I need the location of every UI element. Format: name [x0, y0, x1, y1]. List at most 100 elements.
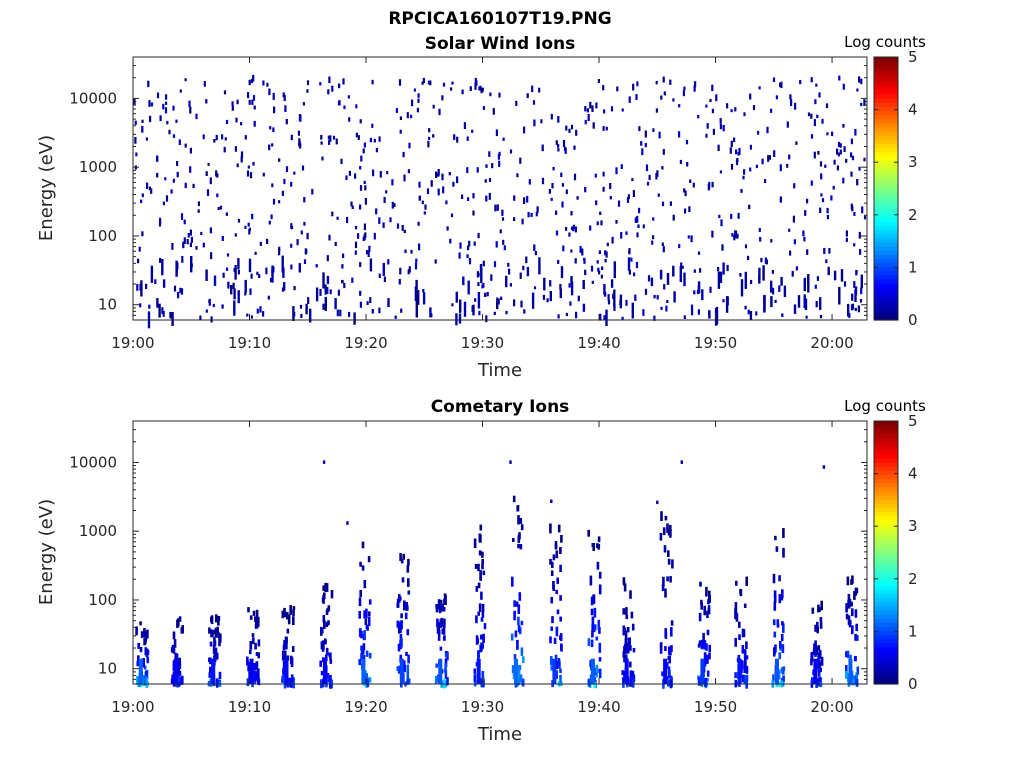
- spectrogram-pixel: [519, 674, 523, 683]
- spectrogram-pixel: [257, 639, 261, 647]
- spectrogram-pixel: [456, 136, 459, 143]
- spectrogram-pixel: [141, 119, 144, 123]
- spectrogram-pixel: [407, 269, 410, 275]
- spectrogram-pixel: [219, 637, 222, 643]
- spectrogram-pixel: [683, 188, 686, 193]
- spectrogram-pixel: [860, 78, 863, 85]
- spectrogram-pixel: [171, 312, 174, 326]
- spectrogram-pixel: [551, 183, 554, 189]
- spectrogram-pixel: [549, 280, 552, 287]
- spectrogram-pixel: [596, 221, 599, 226]
- spectrogram-pixel: [458, 252, 461, 259]
- spectrogram-pixel: [453, 134, 456, 140]
- spectrogram-pixel: [502, 137, 505, 141]
- spectrogram-pixel: [693, 290, 696, 295]
- spectrogram-pixel: [367, 250, 370, 257]
- spectrogram-pixel: [818, 649, 822, 658]
- spectrogram-pixel: [744, 271, 747, 289]
- spectrogram-pixel: [407, 590, 411, 595]
- spectrogram-pixel: [365, 608, 368, 619]
- spectrogram-pixel: [184, 143, 187, 148]
- spectrogram-pixel: [657, 193, 660, 197]
- spectrogram-pixel: [328, 140, 331, 145]
- spectrogram-pixel: [610, 279, 614, 288]
- spectrogram-pixel: [672, 265, 675, 277]
- spectrogram-pixel: [179, 89, 182, 93]
- x-tick-label: 19:50: [694, 334, 737, 352]
- spectrogram-pixel: [212, 644, 216, 655]
- spectrogram-pixel: [479, 570, 482, 580]
- spectrogram-pixel: [589, 101, 592, 109]
- spectrogram-pixel: [398, 278, 401, 285]
- colorbar-segment: [874, 77, 898, 83]
- spectrogram-pixel: [706, 654, 709, 664]
- spectrogram-pixel: [451, 303, 454, 307]
- colorbar-segment: [874, 577, 898, 582]
- colorbar-segment: [874, 126, 898, 132]
- spectrogram-pixel: [705, 104, 708, 108]
- spectrogram-pixel: [813, 119, 816, 127]
- spectrogram-pixel: [830, 195, 833, 201]
- spectrogram-pixel: [327, 620, 330, 626]
- spectrogram-pixel: [560, 266, 564, 279]
- spectrogram-pixel: [443, 618, 446, 628]
- spectrogram-pixel: [853, 591, 856, 600]
- spectrogram-pixel: [632, 190, 635, 197]
- spectrogram-pixel: [722, 262, 725, 275]
- colorbar-segment: [874, 299, 898, 305]
- spectrogram-pixel: [854, 289, 857, 302]
- spectrogram-pixel: [407, 169, 410, 174]
- colorbar-segment: [874, 180, 898, 185]
- spectrogram-pixel: [855, 679, 859, 687]
- spectrogram-pixel: [712, 128, 715, 135]
- spectrogram-pixel: [854, 286, 858, 296]
- spectrogram-pixel: [304, 248, 307, 255]
- spectrogram-pixel: [141, 231, 144, 237]
- spectrogram-pixel: [354, 250, 357, 255]
- spectrogram-pixel: [627, 647, 630, 654]
- spectrogram-pixel: [533, 119, 536, 127]
- spectrogram-pixel: [565, 125, 568, 131]
- spectrogram-pixel: [402, 151, 405, 158]
- spectrogram-pixel: [148, 186, 151, 191]
- spectrogram-pixel: [271, 143, 274, 147]
- spectrogram-pixel: [324, 639, 327, 645]
- spectrogram-pixel: [557, 148, 560, 152]
- spectrogram-pixel: [253, 671, 256, 682]
- y-tick-label: 10000: [69, 453, 117, 471]
- spectrogram-pixel: [137, 642, 140, 649]
- colorbar-segment: [874, 196, 898, 202]
- spectrogram-pixel: [172, 134, 176, 138]
- spectrogram-pixel: [635, 262, 639, 269]
- spectrogram-pixel: [509, 283, 512, 287]
- spectrogram-pixel: [147, 80, 150, 88]
- colorbar-segment: [874, 659, 898, 665]
- spectrogram-pixel: [527, 212, 530, 218]
- colorbar-segment: [874, 499, 898, 504]
- spectrogram-pixel: [450, 213, 454, 218]
- spectrogram-pixel: [719, 123, 722, 130]
- spectrogram-pixel: [328, 234, 331, 241]
- spectrogram-pixel: [227, 281, 230, 289]
- spectrogram-pixel: [670, 620, 674, 626]
- colorbar-label: Log counts: [844, 397, 926, 415]
- colorbar-segment: [874, 262, 898, 268]
- spectrogram-pixel: [423, 211, 426, 215]
- spectrogram-pixel: [181, 256, 184, 263]
- spectrogram-pixel: [319, 82, 322, 86]
- spectrogram-pixel: [363, 610, 366, 619]
- spectrogram-pixel: [207, 162, 210, 166]
- spectrogram-pixel: [655, 108, 658, 113]
- spectrogram-pixel: [360, 631, 363, 639]
- spectrogram-pixel: [482, 106, 485, 110]
- spectrogram-pixel: [519, 544, 523, 550]
- spectrogram-pixel: [209, 177, 212, 185]
- spectrogram-pixel: [175, 119, 178, 123]
- spectrogram-pixel: [581, 248, 584, 256]
- spectrogram-pixel: [782, 675, 785, 682]
- spectrogram-pixel: [208, 672, 212, 678]
- spectrogram-pixel: [571, 226, 574, 230]
- spectrogram-pixel: [143, 665, 147, 670]
- spectrogram-pixel: [319, 289, 322, 296]
- spectrogram-pixel: [490, 274, 493, 281]
